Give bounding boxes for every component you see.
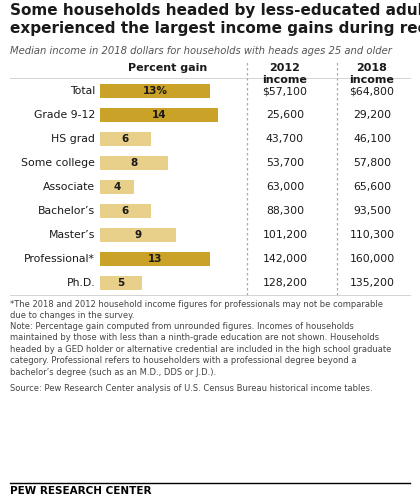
Text: $57,100: $57,100 (262, 86, 307, 96)
Text: Professional*: Professional* (24, 254, 95, 264)
Bar (100, 180, 134, 194)
Text: 13%: 13% (142, 86, 167, 96)
Bar (100, 276, 142, 290)
Text: 101,200: 101,200 (262, 230, 307, 240)
Text: 14: 14 (152, 110, 166, 120)
Text: 88,300: 88,300 (266, 206, 304, 216)
Text: Median income in 2018 dollars for households with heads ages 25 and older: Median income in 2018 dollars for househ… (10, 46, 392, 56)
Text: Grade 9-12: Grade 9-12 (34, 110, 95, 120)
Text: *The 2018 and 2012 household income figures for professionals may not be compara: *The 2018 and 2012 household income figu… (10, 300, 383, 321)
Text: 142,000: 142,000 (262, 254, 307, 264)
Bar (100, 132, 151, 146)
Text: 135,200: 135,200 (349, 278, 394, 288)
Text: 128,200: 128,200 (262, 278, 307, 288)
Text: Note: Percentage gain computed from unrounded figures. Incomes of households
mai: Note: Percentage gain computed from unro… (10, 322, 391, 377)
Text: Bachelor’s: Bachelor’s (38, 206, 95, 216)
Text: 13: 13 (147, 254, 162, 264)
Text: Some households headed by less-educated adults have
experienced the largest inco: Some households headed by less-educated … (10, 3, 420, 36)
Text: Associate: Associate (43, 182, 95, 192)
Text: 63,000: 63,000 (266, 182, 304, 192)
Text: 46,100: 46,100 (353, 134, 391, 144)
Text: 6: 6 (122, 134, 129, 144)
Text: 5: 5 (118, 278, 125, 288)
Text: 9: 9 (134, 230, 142, 240)
Text: 65,600: 65,600 (353, 182, 391, 192)
Text: 29,200: 29,200 (353, 110, 391, 120)
Text: Total: Total (70, 86, 95, 96)
Text: HS grad: HS grad (51, 134, 95, 144)
Text: 2018
income: 2018 income (349, 63, 394, 85)
Text: 160,000: 160,000 (349, 254, 395, 264)
Text: Some college: Some college (21, 158, 95, 168)
Text: 53,700: 53,700 (266, 158, 304, 168)
Bar (100, 84, 210, 98)
Text: 2012
income: 2012 income (262, 63, 307, 85)
Text: Ph.D.: Ph.D. (66, 278, 95, 288)
Text: 25,600: 25,600 (266, 110, 304, 120)
Bar (100, 252, 210, 266)
Text: 8: 8 (130, 158, 137, 168)
Bar (100, 156, 168, 170)
Text: 43,700: 43,700 (266, 134, 304, 144)
Text: Source: Pew Research Center analysis of U.S. Census Bureau historical income tab: Source: Pew Research Center analysis of … (10, 384, 373, 393)
Bar (100, 204, 151, 218)
Text: 6: 6 (122, 206, 129, 216)
Text: 57,800: 57,800 (353, 158, 391, 168)
Text: 110,300: 110,300 (349, 230, 394, 240)
Text: 4: 4 (113, 182, 121, 192)
Text: $64,800: $64,800 (349, 86, 394, 96)
Text: PEW RESEARCH CENTER: PEW RESEARCH CENTER (10, 486, 152, 496)
Text: 93,500: 93,500 (353, 206, 391, 216)
Bar (100, 228, 176, 242)
Text: Percent gain: Percent gain (128, 63, 207, 73)
Bar (100, 108, 218, 122)
Text: Master’s: Master’s (49, 230, 95, 240)
